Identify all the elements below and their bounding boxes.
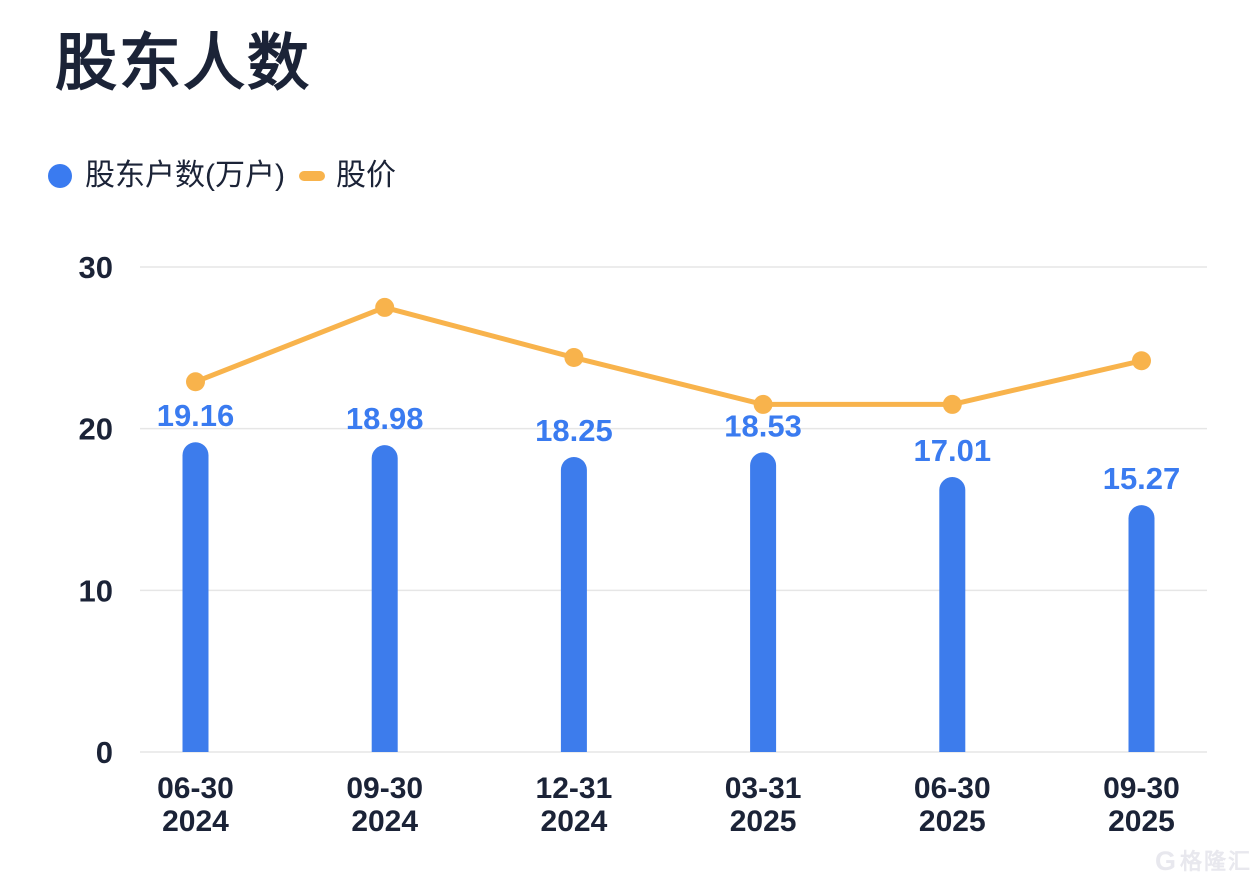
bar-0 xyxy=(182,442,209,752)
circle-icon xyxy=(48,164,72,188)
legend-item-price: 股价 xyxy=(298,158,396,194)
watermark-text: 格隆汇 xyxy=(1179,848,1252,874)
price-point-3 xyxy=(753,394,773,414)
dash-icon xyxy=(298,171,325,181)
watermark: G 格隆汇 xyxy=(1155,848,1252,875)
y-axis-tick-label: 20 xyxy=(79,412,113,447)
chart-legend: 股东户数(万户) 股价 xyxy=(48,158,396,194)
price-point-5 xyxy=(1132,351,1151,371)
bar-value-label: 19.16 xyxy=(157,398,235,433)
page-title: 股东人数 xyxy=(55,29,312,98)
x-axis-tick-label: 03-31 2025 xyxy=(725,772,802,838)
gelonghui-logo-icon: G xyxy=(1154,846,1176,876)
bar-value-label: 18.98 xyxy=(346,401,424,436)
bar-2 xyxy=(560,456,587,752)
bar-1 xyxy=(371,445,398,752)
y-axis-tick-label: 10 xyxy=(79,573,113,608)
bar-3 xyxy=(750,452,777,752)
price-point-0 xyxy=(186,372,205,392)
x-axis-tick-label: 09-30 2025 xyxy=(1103,772,1180,838)
legend-label-shareholders: 股东户数(万户) xyxy=(85,159,285,192)
bar-5 xyxy=(1128,505,1155,752)
price-point-1 xyxy=(375,297,395,317)
x-axis-tick-label: 12-31 2024 xyxy=(536,772,613,838)
y-axis-tick-label: 0 xyxy=(96,735,113,770)
x-axis-tick-label: 06-30 2024 xyxy=(157,772,234,838)
x-axis-tick-label: 06-30 2025 xyxy=(914,772,991,838)
x-axis-tick-label: 09-30 2024 xyxy=(346,772,423,838)
bar-value-label: 18.25 xyxy=(535,413,613,448)
bar-value-label: 18.53 xyxy=(724,408,802,443)
price-point-4 xyxy=(942,394,962,414)
price-line xyxy=(193,304,1144,407)
y-axis-tick-label: 30 xyxy=(79,250,113,285)
bar-4 xyxy=(939,477,966,752)
legend-label-price: 股价 xyxy=(335,159,396,192)
legend-item-shareholders: 股东户数(万户) xyxy=(48,158,285,194)
bar-value-label: 15.27 xyxy=(1103,461,1181,496)
price-point-2 xyxy=(564,348,584,368)
bar-value-label: 17.01 xyxy=(914,433,992,468)
